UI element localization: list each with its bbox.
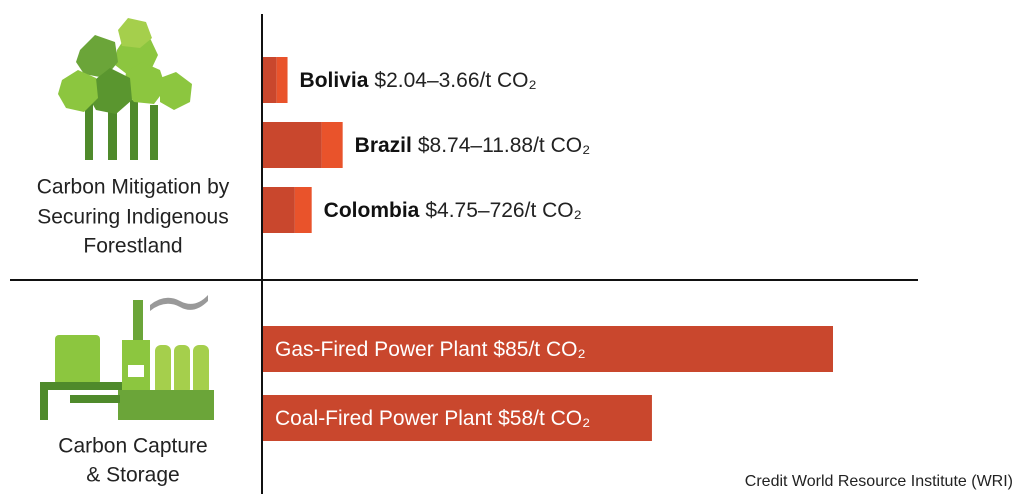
bar-segment bbox=[263, 122, 322, 168]
group-label: Securing Indigenous bbox=[37, 206, 228, 229]
bar-name: Bolivia bbox=[300, 69, 369, 92]
bar-value-label: $2.04–3.66/t CO₂ bbox=[374, 69, 536, 92]
bar-segment bbox=[321, 122, 343, 168]
bar-name: Brazil bbox=[355, 134, 412, 157]
bar-value-label: $85/t CO₂ bbox=[493, 338, 585, 361]
tree-icon bbox=[58, 18, 192, 160]
group-label: Carbon Mitigation by bbox=[37, 176, 230, 199]
bar-name: Colombia bbox=[324, 199, 420, 222]
bar-label: Bolivia $2.04–3.66/t CO₂ bbox=[300, 69, 537, 92]
bar-label: Colombia $4.75–726/t CO₂ bbox=[324, 199, 582, 222]
group-label: Forestland bbox=[83, 235, 182, 258]
bar-segment bbox=[294, 187, 312, 233]
bar-value-label: $8.74–11.88/t CO₂ bbox=[418, 134, 590, 157]
group-label: & Storage bbox=[86, 464, 179, 487]
bar-segment bbox=[263, 395, 652, 441]
bar-segment bbox=[263, 326, 833, 372]
bar-label: Gas-Fired Power Plant $85/t CO₂ bbox=[275, 338, 586, 361]
group-label: Carbon Capture bbox=[58, 435, 207, 458]
bar-name: Gas-Fired Power Plant bbox=[275, 338, 488, 361]
credit: Credit World Resource Institute (WRI) bbox=[745, 473, 1013, 490]
bar-label: Brazil $8.74–11.88/t CO₂ bbox=[355, 134, 591, 157]
bar-name: Coal-Fired Power Plant bbox=[275, 407, 492, 430]
factory-icon bbox=[40, 295, 214, 420]
bar-segment bbox=[263, 187, 295, 233]
bar-value-label: $4.75–726/t CO₂ bbox=[425, 199, 581, 222]
bar-segment bbox=[276, 57, 288, 103]
bar-segment bbox=[263, 57, 277, 103]
bar-label: Coal-Fired Power Plant $58/t CO₂ bbox=[275, 407, 590, 430]
bar-value-label: $58/t CO₂ bbox=[498, 407, 590, 430]
